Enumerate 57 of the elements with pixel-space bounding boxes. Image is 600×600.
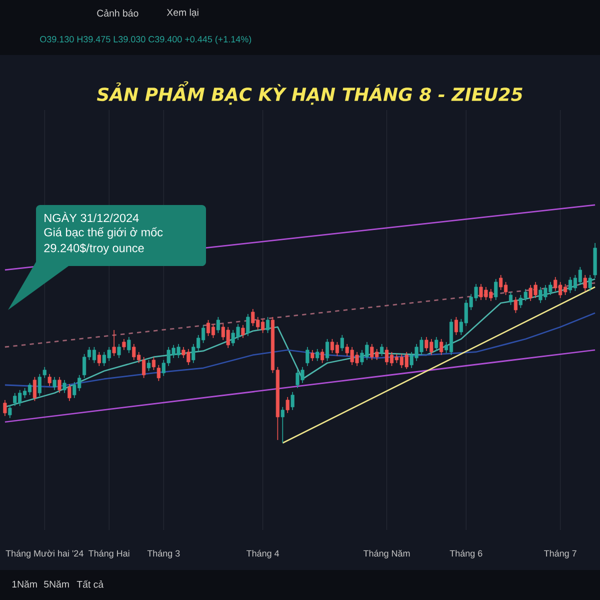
candlestick	[68, 384, 72, 402]
x-tick-label: Tháng 4	[246, 550, 280, 558]
candlestick	[508, 292, 513, 306]
candlestick	[434, 336, 438, 352]
candlestick	[8, 404, 12, 418]
candlestick	[340, 334, 344, 352]
candlestick	[310, 350, 314, 362]
candlestick	[152, 356, 156, 370]
candlestick	[246, 314, 250, 336]
candlestick	[320, 348, 324, 364]
candlestick	[3, 400, 7, 416]
candlestick	[42, 366, 46, 378]
text: Cảnh báo	[97, 9, 138, 17]
candlestick	[52, 376, 56, 390]
candlestick	[216, 316, 220, 334]
candlestick	[266, 316, 270, 334]
candlestick	[117, 344, 121, 358]
chart-title: SẢN PHẨM BẠC KỲ HẠN THÁNG 8 - ZIEU25	[96, 81, 522, 105]
candlestick	[588, 274, 592, 292]
candlestick	[454, 316, 458, 336]
x-tick-label: Tháng 7	[544, 550, 576, 558]
annotation: 29.240$/troy ounce	[44, 243, 144, 255]
candlestick	[48, 374, 52, 386]
x-tick-label: Tháng Mười hai '24	[6, 550, 84, 558]
candlestick	[514, 296, 518, 314]
candlestick	[380, 344, 384, 356]
candlestick	[325, 338, 330, 362]
candlestick	[38, 374, 42, 396]
candlestick	[156, 364, 160, 382]
x-tick-label: Tháng 3	[147, 550, 180, 558]
candlestick	[122, 338, 126, 350]
x-tick-label: Tháng Năm	[363, 550, 410, 558]
text: 1Năm	[12, 580, 37, 588]
x-tick-label: Tháng Hai	[88, 550, 130, 558]
candlestick	[112, 330, 116, 356]
text: O39.130 H39.475 L39.030 C39.400 +0.445 (+1.14%)	[40, 36, 252, 44]
candlestick	[127, 336, 131, 354]
candlestick	[290, 392, 294, 410]
candlestick	[32, 376, 37, 402]
candlestick	[440, 338, 444, 356]
candlestick	[97, 352, 101, 366]
text: 5Năm	[44, 580, 69, 588]
candlestick	[316, 348, 320, 362]
candlestick	[58, 376, 62, 394]
candlestick	[583, 274, 587, 292]
candlestick	[62, 380, 66, 394]
candlestick	[280, 406, 284, 444]
text: Xem lại	[166, 8, 198, 18]
text: Giá bạc thế giới ở mốc	[44, 227, 163, 239]
candlestick	[286, 396, 290, 414]
candlestick	[241, 324, 245, 338]
x-tick-label: Tháng 6	[450, 550, 482, 558]
candlestick	[306, 346, 310, 366]
text: Tất cả	[76, 580, 104, 588]
candlestick	[494, 278, 498, 300]
candlestick	[146, 360, 151, 372]
text: NGÀY 31/12/2024	[44, 212, 139, 222]
